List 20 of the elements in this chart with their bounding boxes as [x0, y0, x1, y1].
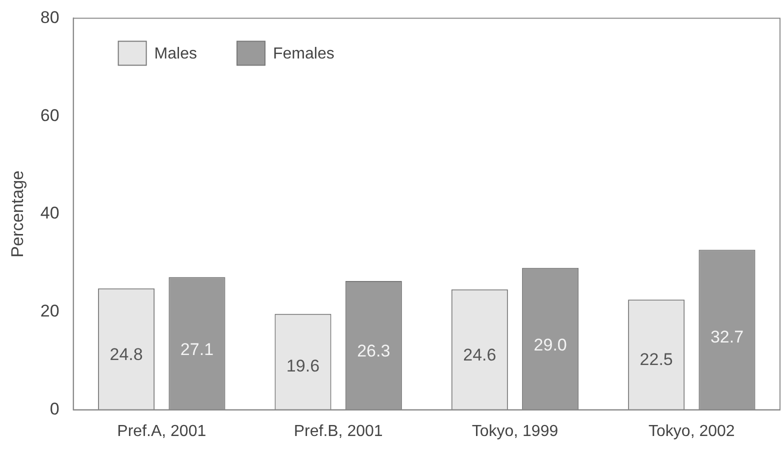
x-tick-label: Tokyo, 1999	[472, 422, 558, 440]
data-label: 22.5	[640, 350, 673, 369]
x-tick-label: Pref.A, 2001	[117, 422, 206, 440]
legend-label: Males	[154, 46, 197, 63]
data-label: 32.7	[710, 327, 744, 346]
data-label: 24.8	[110, 344, 143, 364]
y-tick-label: 20	[40, 302, 60, 321]
data-label: 19.6	[286, 356, 320, 376]
y-axis-title: Percentage	[8, 170, 27, 258]
data-label: 24.6	[463, 345, 496, 364]
y-tick-label: 40	[40, 204, 60, 223]
y-tick-label: 60	[40, 106, 60, 125]
x-tick-label: Pref.B, 2001	[294, 422, 383, 440]
y-tick-label: 0	[50, 399, 60, 418]
x-tick-label: Tokyo, 2002	[648, 422, 735, 440]
data-label: 29.0	[534, 336, 567, 355]
data-label: 26.3	[357, 342, 390, 361]
y-tick-label: 80	[40, 8, 60, 27]
data-label: 27.1	[180, 340, 214, 359]
legend-label: Females	[272, 46, 334, 63]
